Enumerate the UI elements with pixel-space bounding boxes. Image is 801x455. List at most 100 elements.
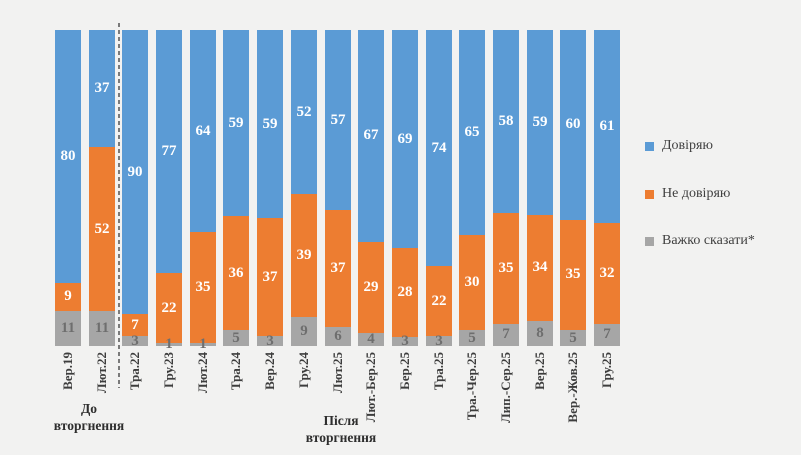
bar-Лют.22: 37 52 11 [89,30,115,346]
category-label-Гру.24: Гру.24 [296,352,311,388]
invasion-divider-line [118,23,120,388]
segment-Довіряю-Тра.25: 74 [426,30,452,267]
value-label: 39 [296,247,312,264]
segment-Не довіряю-Вер.25: 34 [527,214,553,321]
segment-Не довіряю-Лип.-Сер.25: 35 [493,213,519,324]
category-label-Вер.24: Вер.24 [262,352,277,390]
segment-Довіряю-Тра.-Чер.25: 65 [459,30,485,236]
segment-Важко сказати*-Тра.25: 3 [426,332,452,349]
bar-Вер.24: 59 37 3 [257,30,283,348]
category-label-Лют.24: Лют.24 [195,352,210,394]
value-label: 61 [599,117,615,134]
value-label: 59 [532,113,548,130]
segment-Важко сказати*-Лют.24: 1 [190,336,216,351]
segment-Важко сказати*-Гру.23: 1 [156,336,182,351]
segment-Важко сказати*-Лют.25: 6 [325,326,351,346]
segment-Не довіряю-Тра.22: 7 [122,314,148,337]
bar-Лип.-Сер.25: 58 35 7 [493,30,519,346]
segment-Довіряю-Лют.-Бер.25: 67 [358,30,384,242]
value-label: 5 [232,329,240,346]
category-label-Лют.22: Лют.22 [94,352,109,394]
segment-Не довіряю-Вер.24: 37 [257,218,283,337]
category-label-Гру.23: Гру.23 [161,352,176,388]
value-label: 52 [94,220,110,237]
value-label: 60 [565,116,581,133]
segment-Довіряю-Вер.19: 80 [55,30,81,283]
segment-Не довіряю-Лют.24: 35 [190,232,216,343]
bar-Вер.19: 80 9 11 [55,30,81,346]
category-label-Вер.19: Вер.19 [60,352,75,390]
value-label: 37 [262,268,278,285]
segment-Не довіряю-Гру.25: 32 [594,222,620,324]
category-label-Тра.25: Тра.25 [431,352,446,391]
segment-Важко сказати*-Лют.-Бер.25: 4 [358,332,384,347]
value-label: 3 [435,332,443,349]
group-label-before-invasion: До вторгнення [34,400,144,434]
value-label: 11 [60,320,76,337]
value-label: 52 [296,103,312,120]
value-label: 7 [603,326,611,343]
segment-Не довіряю-Тра.25: 22 [426,266,452,337]
value-label: 35 [565,266,581,283]
segment-Не довіряю-Лют.-Бер.25: 29 [358,241,384,334]
value-label: 28 [397,283,413,300]
segment-Важко сказати*-Тра.22: 3 [122,333,148,348]
segment-Довіряю-Вер.25: 59 [527,30,553,215]
segment-Довіряю-Лют.24: 64 [190,30,216,233]
value-label: 30 [464,274,480,291]
value-label: 90 [127,163,143,180]
bar-Лют.24: 64 35 1 [190,30,216,351]
legend-swatch-trust [645,141,654,151]
value-label: 74 [431,139,447,156]
value-label: 9 [300,323,308,340]
value-label: 5 [468,329,476,346]
bar-Тра.24: 59 36 5 [223,30,249,346]
value-label: 5 [569,329,577,346]
value-label: 22 [161,299,177,316]
value-label: 36 [228,264,244,281]
segment-Важко сказати*-Тра.-Чер.25: 5 [459,330,485,346]
bar-Тра.22: 90 7 3 [122,30,148,348]
value-label: 69 [397,130,413,147]
value-label: 64 [195,122,211,139]
bar-Гру.24: 52 39 9 [291,30,317,346]
segment-Важко сказати*-Вер.19: 11 [55,311,81,346]
bar-Лют.25: 57 37 6 [325,30,351,346]
category-label-Вер.-Жов.25: Вер.-Жов.25 [565,352,580,423]
value-label: 9 [64,288,72,305]
value-label: 29 [363,278,379,295]
segment-Довіряю-Бер.25: 69 [392,30,418,248]
group-label-before-line1: До [80,401,98,416]
group-label-after-line2: вторгнення [305,430,377,445]
value-label: 6 [334,327,342,344]
bar-Гру.23: 77 22 1 [156,30,182,351]
legend-swatch-distrust [645,189,654,199]
value-label: 1 [165,335,173,352]
value-label: 7 [131,316,139,333]
segment-Не довіряю-Вер.-Жов.25: 35 [560,219,586,331]
segment-Важко сказати*-Вер.24: 3 [257,333,283,348]
segment-Не довіряю-Лют.25: 37 [325,210,351,327]
bar-Тра.25: 74 22 3 [426,30,452,349]
legend-swatch-hard-to-say [645,236,654,246]
segment-Довіряю-Гру.25: 61 [594,30,620,223]
value-label: 65 [464,124,480,141]
segment-Важко сказати*-Вер.25: 8 [527,320,553,346]
value-label: 59 [262,115,278,132]
value-label: 67 [363,127,379,144]
segment-Довіряю-Гру.24: 52 [291,30,317,195]
segment-Довіряю-Вер.24: 59 [257,30,283,219]
segment-Важко сказати*-Вер.-Жов.25: 5 [560,330,586,346]
segment-Важко сказати*-Лют.22: 11 [89,311,115,346]
category-label-Тра.-Чер.25: Тра.-Чер.25 [464,352,479,421]
segment-Важко сказати*-Гру.24: 9 [291,317,317,346]
legend-item-distrust: Не довіряю [645,186,730,202]
segment-Довіряю-Тра.22: 90 [122,30,148,315]
value-label: 3 [401,332,409,349]
value-label: 37 [94,79,110,96]
legend-item-trust: Довіряю [645,138,713,154]
segment-Не довіряю-Гру.24: 39 [291,194,317,318]
bar-Гру.25: 61 32 7 [594,30,620,346]
bar-Лют.-Бер.25: 67 29 4 [358,30,384,347]
